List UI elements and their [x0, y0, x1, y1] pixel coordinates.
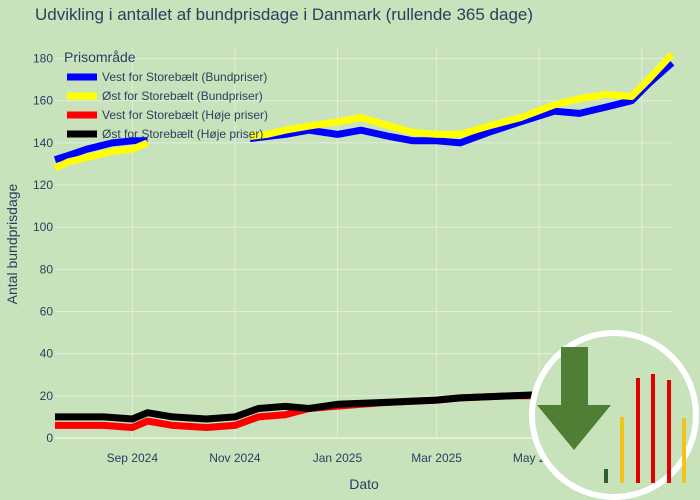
y-tick-label: 180: [33, 52, 53, 66]
series-line-4: [55, 390, 672, 423]
down-arrow-icon: [537, 347, 611, 450]
x-axis-title: Dato: [349, 476, 379, 492]
y-axis-ticks: 0 20 40 60 80 100 120 140 160 180: [33, 52, 53, 445]
mini-bar: [604, 469, 608, 483]
y-tick-label: 20: [40, 389, 54, 403]
y-tick-label: 100: [33, 220, 53, 234]
y-tick-label: 160: [33, 94, 53, 108]
mini-bar: [667, 380, 671, 483]
series-line-2: [53, 51, 675, 172]
y-axis-title: Antal bundprisdage: [4, 183, 20, 304]
y-tick-label: 40: [40, 347, 54, 361]
x-tick-label: Mar 2025: [411, 451, 462, 465]
mini-bar: [651, 374, 655, 483]
legend-title: Prisområde: [64, 49, 136, 65]
mini-bar: [682, 418, 686, 483]
legend[interactable]: Prisområde Vest for Storebælt (Bundprise…: [64, 49, 268, 141]
y-tick-label: 0: [46, 431, 53, 445]
magnifier-badge: [529, 330, 699, 500]
y-tick-label: 60: [40, 305, 54, 319]
x-tick-label: Nov 2024: [209, 451, 261, 465]
legend-item[interactable]: Øst for Storebælt (Høje priser): [102, 127, 263, 141]
y-tick-label: 120: [33, 178, 53, 192]
y-tick-label: 140: [33, 136, 53, 150]
legend-item[interactable]: Øst for Storebælt (Bundpriser): [102, 89, 263, 103]
x-tick-label: Sep 2024: [107, 451, 159, 465]
y-tick-label: 80: [40, 262, 54, 276]
gridlines: [55, 48, 672, 439]
chart-title: Udvikling i antallet af bundprisdage i D…: [35, 5, 533, 24]
legend-item[interactable]: Vest for Storebælt (Bundpriser): [102, 70, 267, 84]
mini-bar: [620, 417, 624, 483]
series-line-1: [53, 60, 675, 164]
x-tick-label: Jan 2025: [313, 451, 363, 465]
legend-item[interactable]: Vest for Storebælt (Høje priser): [102, 108, 268, 122]
mini-bar: [636, 378, 640, 483]
series-lines: [53, 51, 675, 431]
